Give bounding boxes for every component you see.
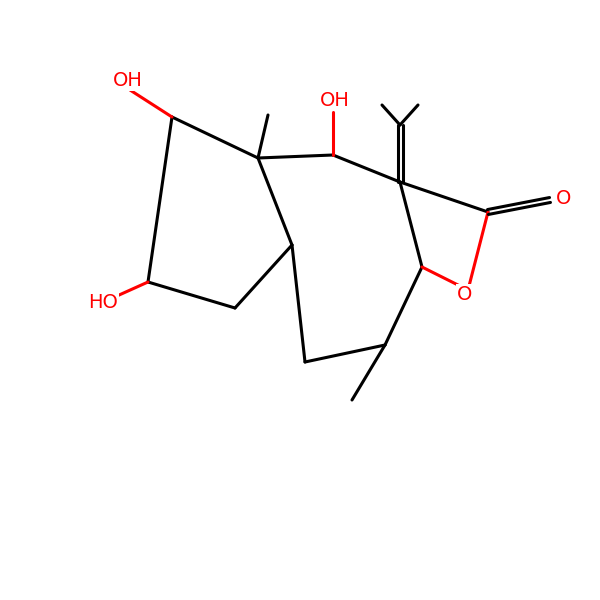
Text: O: O [556, 188, 572, 208]
Text: OH: OH [320, 91, 350, 109]
Text: OH: OH [113, 70, 143, 89]
Text: O: O [457, 286, 473, 304]
Text: HO: HO [88, 292, 118, 311]
